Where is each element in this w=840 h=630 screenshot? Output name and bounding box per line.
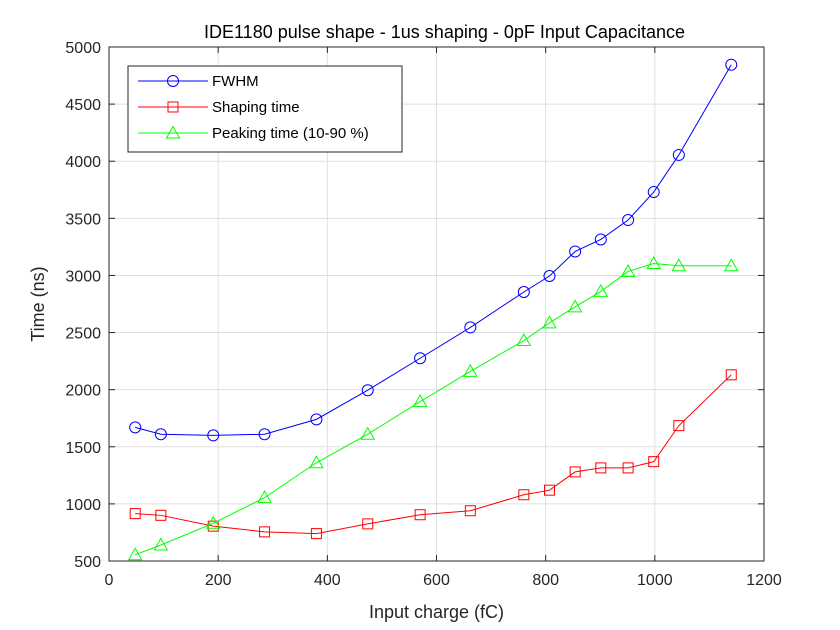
x-tick-label: 1000 — [637, 572, 673, 589]
x-tick-label: 1200 — [746, 572, 782, 589]
series-square — [129, 369, 737, 540]
data-point-circle — [258, 428, 271, 441]
data-point-triangle — [257, 490, 272, 504]
data-point-square — [725, 369, 737, 381]
y-tick-label: 1500 — [65, 440, 101, 457]
data-point-circle — [361, 384, 374, 397]
data-point-triangle — [360, 426, 376, 440]
data-point-circle — [129, 421, 142, 434]
data-point-triangle — [671, 258, 687, 272]
data-point-circle — [594, 233, 607, 246]
y-tick-label: 2500 — [65, 326, 101, 343]
series-triangle — [127, 255, 739, 561]
legend: FWHM Shaping time Peaking time (10-90 %) — [127, 65, 403, 153]
series-line-circle — [135, 64, 732, 436]
data-point-square — [569, 466, 581, 478]
y-tick-label: 4500 — [65, 97, 101, 114]
data-point-triangle — [153, 537, 169, 551]
data-point-circle — [207, 429, 220, 442]
series-circle — [129, 58, 738, 442]
legend-label-circle: FWHM — [212, 73, 259, 90]
series-line-square — [135, 374, 732, 535]
data-point-square — [310, 528, 322, 540]
data-point-square — [543, 484, 555, 496]
legend-label-square: Shaping time — [212, 99, 300, 116]
data-point-triangle — [127, 547, 143, 561]
y-axis-title: Time (ns) — [28, 266, 48, 341]
legend-marker-circle — [167, 75, 179, 87]
data-point-triangle — [412, 394, 428, 408]
legend-marker-square — [167, 101, 179, 113]
data-point-triangle — [516, 333, 532, 347]
x-tick-label: 600 — [423, 572, 450, 589]
data-point-square — [648, 456, 660, 468]
data-point-circle — [310, 413, 323, 426]
y-tick-label: 3000 — [65, 268, 101, 285]
data-point-triangle — [567, 299, 583, 313]
x-tick-label: 200 — [205, 572, 232, 589]
data-point-triangle — [646, 255, 662, 269]
y-tick-label: 4000 — [65, 154, 101, 171]
data-point-circle — [672, 148, 685, 161]
data-point-square — [518, 489, 530, 501]
data-point-square — [155, 509, 167, 521]
y-tick-label: 1000 — [65, 497, 101, 514]
data-point-triangle — [542, 315, 557, 329]
data-point-circle — [647, 186, 660, 199]
x-axis-title: Input charge (fC) — [369, 602, 504, 622]
x-tick-label: 0 — [105, 572, 114, 589]
data-point-square — [464, 505, 476, 517]
data-point-triangle — [723, 258, 739, 272]
data-point-square — [622, 462, 634, 474]
data-point-square — [259, 526, 271, 538]
x-tick-label: 400 — [314, 572, 341, 589]
data-point-triangle — [593, 283, 609, 297]
series-line-triangle — [135, 262, 732, 556]
data-point-circle — [569, 245, 582, 258]
chart-title: IDE1180 pulse shape - 1us shaping - 0pF … — [204, 22, 685, 42]
data-point-circle — [464, 321, 477, 334]
data-point-circle — [543, 270, 556, 283]
legend-label-triangle: Peaking time (10-90 %) — [212, 125, 369, 142]
data-point-circle — [725, 58, 738, 71]
data-point-triangle — [205, 515, 221, 529]
data-point-triangle — [462, 363, 478, 377]
data-point-square — [673, 420, 685, 432]
y-tick-label: 5000 — [65, 40, 101, 57]
data-point-circle — [622, 214, 635, 227]
data-point-triangle — [309, 455, 324, 469]
data-point-square — [414, 509, 426, 521]
ticks: 0 200 400 600 800 1000 1200 500 1000 1500 2000 2500… — [65, 40, 781, 589]
y-tick-label: 3500 — [65, 211, 101, 228]
legend-marker-triangle — [165, 125, 181, 139]
data-point-circle — [154, 428, 167, 441]
x-tick-label: 800 — [532, 572, 559, 589]
data-point-square — [129, 508, 141, 520]
data-point-circle — [517, 286, 530, 299]
data-point-square — [362, 518, 374, 530]
data-point-circle — [414, 352, 427, 365]
data-point-square — [595, 462, 607, 474]
data-point-triangle — [620, 263, 636, 277]
y-tick-label: 2000 — [65, 383, 101, 400]
y-tick-label: 500 — [74, 554, 101, 571]
series-group — [127, 58, 739, 561]
